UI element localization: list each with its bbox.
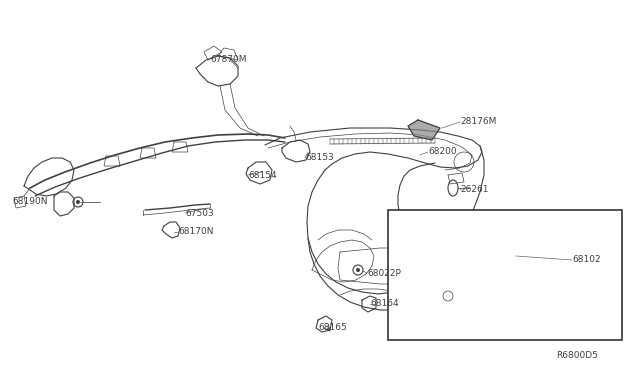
- Text: 28176M: 28176M: [460, 118, 497, 126]
- Text: 68190N: 68190N: [12, 198, 47, 206]
- Text: R6800D5: R6800D5: [556, 352, 598, 360]
- Text: 68153: 68153: [305, 154, 333, 163]
- Text: 68165: 68165: [318, 324, 347, 333]
- Text: 68164: 68164: [370, 299, 399, 308]
- Text: 68170N: 68170N: [178, 228, 214, 237]
- Circle shape: [76, 200, 80, 204]
- Text: 68154: 68154: [248, 170, 276, 180]
- Polygon shape: [408, 120, 440, 140]
- Circle shape: [356, 268, 360, 272]
- Text: 68102: 68102: [572, 256, 600, 264]
- Text: 67870M: 67870M: [210, 55, 246, 64]
- Text: 26261: 26261: [460, 186, 488, 195]
- Text: 68022P: 68022P: [367, 269, 401, 278]
- Text: 68200: 68200: [428, 148, 456, 157]
- Text: 67503: 67503: [185, 208, 214, 218]
- Bar: [388, 210, 622, 340]
